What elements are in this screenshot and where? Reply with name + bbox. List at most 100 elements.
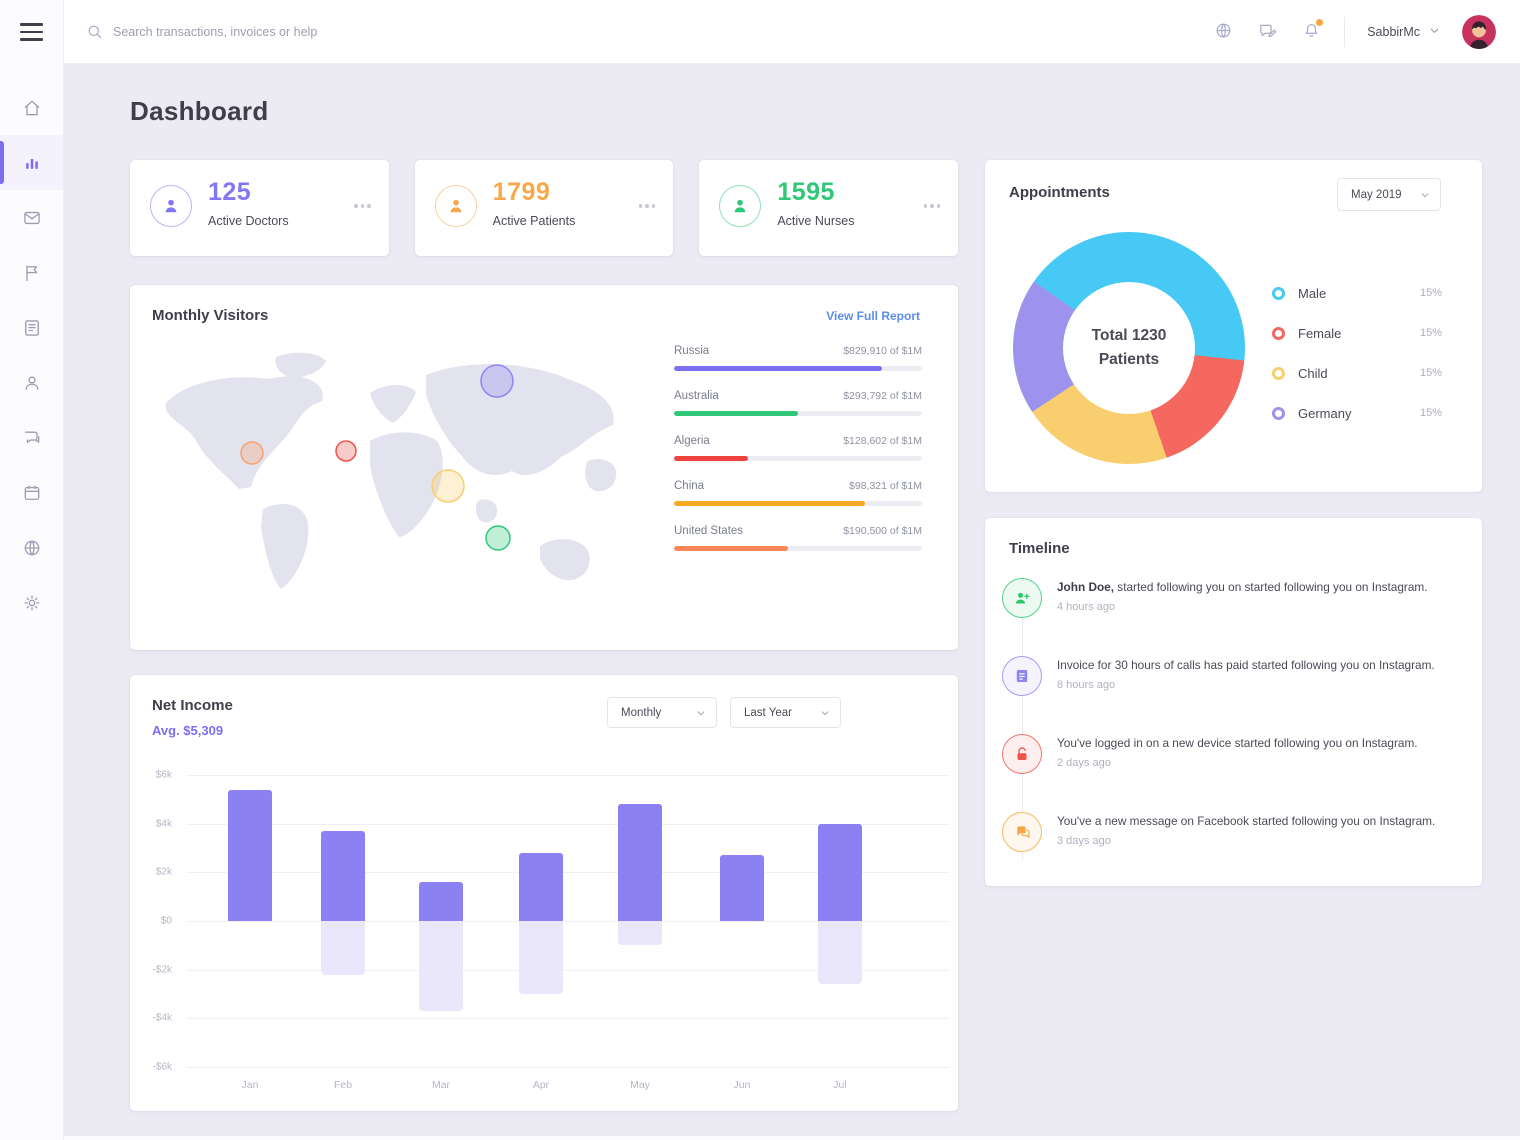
country-name: Russia xyxy=(674,345,710,357)
sidebar-item-dashboard[interactable] xyxy=(0,135,63,190)
x-tick-label: Feb xyxy=(333,1079,353,1091)
notifications-button[interactable] xyxy=(1300,18,1324,43)
range-select[interactable]: Last Year xyxy=(730,697,841,728)
stat-value: 125 xyxy=(208,178,252,206)
stat-label: Active Patients xyxy=(492,214,576,228)
user-name: SabbirMc xyxy=(1367,24,1420,39)
globe-icon xyxy=(1216,23,1231,37)
legend-row: Male 15% xyxy=(1272,284,1442,302)
sidebar-item-globe[interactable] xyxy=(0,520,63,575)
progress-track xyxy=(674,456,922,461)
visitor-progress-row: Australia $293,792 of $1M xyxy=(674,390,922,416)
progress-track xyxy=(674,411,922,416)
topbar: SabbirMc xyxy=(64,0,1520,64)
user-menu[interactable]: SabbirMc xyxy=(1367,23,1440,41)
sidebar-item-mail[interactable] xyxy=(0,190,63,245)
timeline-event: You've a new message on Facebook started… xyxy=(1002,812,1466,852)
globe-icon xyxy=(24,540,39,555)
chat-bubble-icon xyxy=(1002,812,1042,852)
net-income-y-axis: $6k $4k $2k $0 -$2k -$4k -$6k xyxy=(142,770,180,1073)
messages-button[interactable] xyxy=(1256,21,1278,43)
donut-center-label: Total 1230 Patients xyxy=(1063,282,1195,414)
period-select[interactable]: Monthly xyxy=(607,697,717,728)
x-tick-label: Jun xyxy=(733,1079,751,1091)
bar-positive-jan xyxy=(228,789,272,921)
timeline-events: John Doe, started following you on start… xyxy=(1002,578,1466,890)
event-time: 4 hours ago xyxy=(1057,601,1116,613)
legend-label: Child xyxy=(1298,365,1328,381)
country-name: United States xyxy=(674,525,744,537)
sidebar-item-calendar[interactable] xyxy=(0,465,63,520)
legend-bullet-icon xyxy=(1272,366,1285,380)
x-tick-label: Jan xyxy=(241,1079,259,1091)
sidebar-item-settings[interactable] xyxy=(0,575,63,630)
progress-fill xyxy=(674,366,883,371)
bottom-strip xyxy=(0,1136,1520,1140)
visitor-progress-row: United States $190,500 of $1M xyxy=(674,525,922,551)
event-time: 2 days ago xyxy=(1057,757,1111,769)
invoice-icon xyxy=(1002,656,1042,696)
visitor-progress-list: Russia $829,910 of $1M Australia $293,79… xyxy=(674,345,922,570)
country-value: $293,792 of $1M xyxy=(843,390,922,402)
x-tick-label: May xyxy=(630,1079,650,1091)
bar-positive-feb xyxy=(321,830,365,921)
home-icon xyxy=(24,100,39,115)
donut-total-line1: Total 1230 xyxy=(1091,327,1167,344)
stat-person-icon xyxy=(719,185,762,227)
grid-line xyxy=(187,823,949,825)
card-menu-button[interactable] xyxy=(923,204,941,208)
timeline-event: Invoice for 30 hours of calls has paid s… xyxy=(1002,656,1466,696)
bar-negative-mar xyxy=(419,921,463,1012)
timeline-event: You've logged in on a new device started… xyxy=(1002,734,1466,774)
legend-percent: 15% xyxy=(1419,407,1442,419)
net-income-x-axis: Jan Feb Mar Apr May Jun Jul xyxy=(187,1079,949,1095)
sidebar-item-messages[interactable] xyxy=(0,410,63,465)
sidebar-item-patients[interactable] xyxy=(0,355,63,410)
country-name: Algeria xyxy=(674,435,710,447)
card-menu-button[interactable] xyxy=(354,204,371,208)
search-input[interactable] xyxy=(113,24,433,39)
stat-card: 1595 Active Nurses xyxy=(699,160,959,256)
stat-card: 1799 Active Patients xyxy=(414,160,674,256)
month-select[interactable]: May 2019 xyxy=(1337,178,1441,211)
language-button[interactable] xyxy=(1212,21,1234,43)
bar-positive-jul xyxy=(818,823,862,921)
bar-positive-jun xyxy=(720,855,764,921)
sidebar-item-journal[interactable] xyxy=(0,300,63,355)
bar-positive-apr xyxy=(519,852,563,921)
card-menu-button[interactable] xyxy=(638,204,656,208)
event-time: 3 days ago xyxy=(1057,835,1111,847)
timeline-title: Timeline xyxy=(1009,540,1070,557)
timeline-card: Timeline John Doe, started following you… xyxy=(985,518,1482,886)
avatar[interactable] xyxy=(1462,14,1496,49)
y-tick-label: $6k xyxy=(155,769,172,781)
main-content: Dashboard 125 Active Doctors 1799 Active… xyxy=(64,64,1520,1140)
x-tick-label: Apr xyxy=(532,1079,550,1091)
net-income-title: Net Income xyxy=(152,697,233,714)
view-full-report-link[interactable]: View Full Report xyxy=(826,309,920,323)
event-text: John Doe, started following you on start… xyxy=(1057,580,1428,594)
appointments-card: Appointments May 2019 Total 1230 Patient… xyxy=(985,160,1482,492)
sidebar xyxy=(0,0,64,1140)
notification-dot xyxy=(1316,18,1324,26)
grid-line xyxy=(187,872,949,874)
map-marker-china xyxy=(431,469,465,503)
legend-bullet-icon xyxy=(1272,286,1285,300)
progress-fill xyxy=(674,456,749,461)
country-name: China xyxy=(674,480,705,492)
appointments-title: Appointments xyxy=(1009,184,1110,201)
hamburger-menu-button[interactable] xyxy=(20,23,43,41)
appointments-donut: Total 1230 Patients xyxy=(1013,232,1245,464)
legend-bullet-icon xyxy=(1272,406,1285,420)
legend-percent: 15% xyxy=(1419,367,1442,379)
stat-label: Active Nurses xyxy=(777,214,855,228)
user-add-icon xyxy=(1002,578,1042,618)
y-tick-label: -$2k xyxy=(152,964,172,976)
sidebar-item-home[interactable] xyxy=(0,80,63,135)
stat-value: 1595 xyxy=(777,178,835,206)
bar-negative-feb xyxy=(321,921,365,975)
legend-label: Male xyxy=(1298,285,1327,301)
legend-row: Child 15% xyxy=(1272,364,1442,382)
stat-card: 125 Active Doctors xyxy=(130,160,389,256)
sidebar-item-flag[interactable] xyxy=(0,245,63,300)
